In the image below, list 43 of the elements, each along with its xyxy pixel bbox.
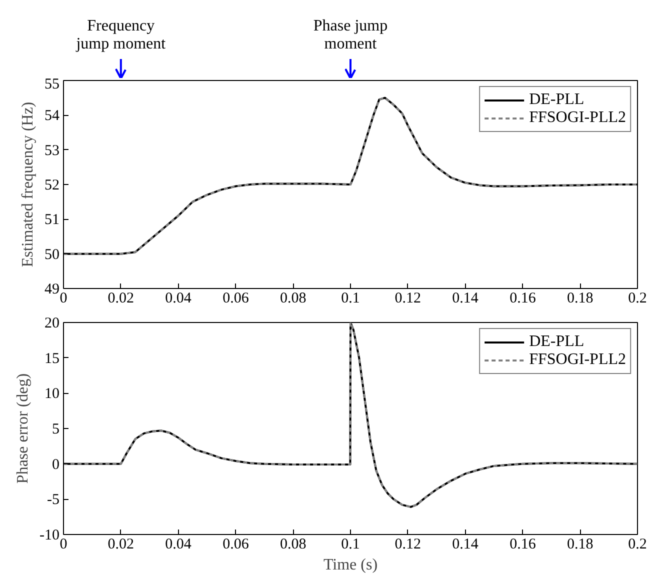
y-tick-label: 52 <box>44 178 60 194</box>
y-tick-label: 55 <box>44 76 60 92</box>
y-axis-title: Phase error (deg) <box>14 373 32 484</box>
legend-label: FFSOGI-PLL2 <box>529 351 626 369</box>
x-tick-label: 0.12 <box>394 536 422 552</box>
y-tick-label: 10 <box>44 386 60 402</box>
x-tick-label: 0.08 <box>280 290 306 306</box>
x-axis-title: Time (s) <box>323 556 378 574</box>
y-tick-label: -10 <box>40 528 60 544</box>
x-tick-label: 0.18 <box>566 536 594 552</box>
x-tick-label: 0.2 <box>628 536 647 552</box>
ref-line-label: Frequency jump moment <box>75 18 166 52</box>
x-tick-label: 0.06 <box>222 536 250 552</box>
x-tick-label: 0.16 <box>510 290 536 306</box>
x-tick-label: 0.18 <box>566 290 594 306</box>
x-tick-label: 0.1 <box>341 536 360 552</box>
x-tick-label: 0.14 <box>452 536 479 552</box>
y-tick-label: 0 <box>52 456 60 473</box>
x-tick-label: 0.04 <box>165 290 192 306</box>
x-tick-label: 0.2 <box>628 290 647 306</box>
legend-label: DE-PLL <box>529 333 584 351</box>
x-tick-label: 0.04 <box>165 536 192 552</box>
y-tick-label: 50 <box>44 246 60 263</box>
y-axis-title: Estimated frequency (Hz) <box>20 102 36 268</box>
x-tick-label: 0.02 <box>108 536 134 552</box>
x-tick-label: 0.14 <box>452 290 479 306</box>
x-tick-label: 0.12 <box>394 290 422 306</box>
y-tick-label: 54 <box>44 108 60 124</box>
y-tick-label: 51 <box>44 212 60 228</box>
y-tick-label: 53 <box>44 142 60 159</box>
x-tick-label: 0.02 <box>108 290 134 306</box>
y-tick-label: -5 <box>47 492 60 508</box>
y-tick-label: 5 <box>52 422 60 438</box>
y-tick-label: 49 <box>44 282 60 298</box>
x-tick-label: 0.1 <box>341 290 360 306</box>
x-tick-label: 0.16 <box>510 536 536 552</box>
legend-label: DE-PLL <box>529 91 584 109</box>
legend-label: FFSOGI-PLL2 <box>529 109 626 127</box>
y-tick-label: 15 <box>44 350 60 367</box>
ref-line-label: Phase jump moment <box>313 18 388 52</box>
x-tick-label: 0.06 <box>222 290 250 306</box>
x-tick-label: 0.08 <box>280 536 306 552</box>
y-tick-label: 20 <box>44 316 60 332</box>
